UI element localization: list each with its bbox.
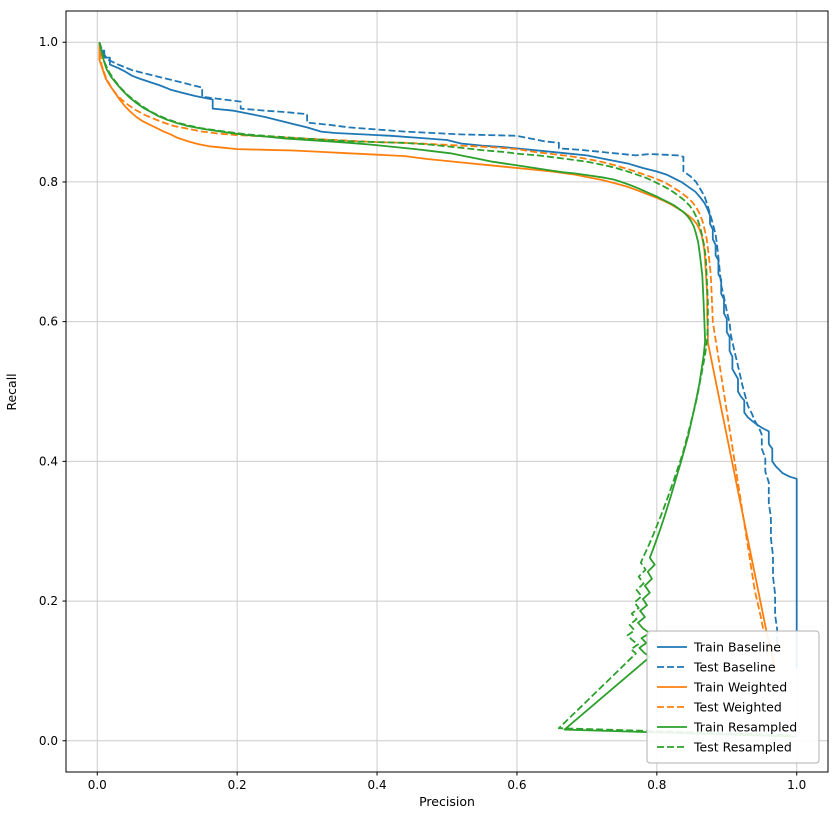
- series-test-resampled: [98, 41, 792, 737]
- plot-border: [65, 10, 829, 773]
- x-tick-label: 0.6: [507, 778, 526, 792]
- series-test-weighted: [98, 42, 765, 633]
- x-tick-label: 1.0: [787, 778, 806, 792]
- axes: 0.0 0.2 0.4 0.6 0.8 1.0 0.0 0.2 0.4 0.6 0.8 1.0: [39, 10, 829, 792]
- legend-item-label: Train Resampled: [693, 720, 797, 735]
- y-tick-label: 0.0: [39, 734, 58, 748]
- y-tick-label: 0.6: [39, 315, 58, 329]
- y-axis-label: Recall: [4, 373, 19, 410]
- grid-lines: [66, 11, 828, 772]
- legend-item-label: Test Weighted: [693, 700, 782, 715]
- legend-item-label: Test Baseline: [693, 660, 776, 675]
- series-test-baseline: [98, 41, 778, 643]
- y-tick-label: 0.2: [39, 594, 58, 608]
- legend-item-label: Train Baseline: [693, 640, 781, 655]
- legend-box: [646, 630, 820, 764]
- y-tick-label: 0.8: [39, 175, 58, 189]
- x-tick-label: 0.4: [368, 778, 387, 792]
- series-train-weighted: [98, 42, 777, 672]
- x-axis-label: Precision: [419, 794, 475, 809]
- x-tick-label: 0.0: [88, 778, 107, 792]
- data-series: [98, 41, 798, 738]
- legend: Train Baseline Test Baseline Train Weighte…: [646, 630, 820, 764]
- x-tick-label: 0.8: [647, 778, 666, 792]
- y-tick-label: 0.4: [39, 454, 58, 468]
- x-tick-label: 0.2: [228, 778, 247, 792]
- y-tick-label: 1.0: [39, 35, 58, 49]
- legend-item-label: Train Weighted: [693, 680, 787, 695]
- series-train-baseline: [98, 42, 798, 668]
- legend-item-label: Test Resampled: [693, 740, 792, 755]
